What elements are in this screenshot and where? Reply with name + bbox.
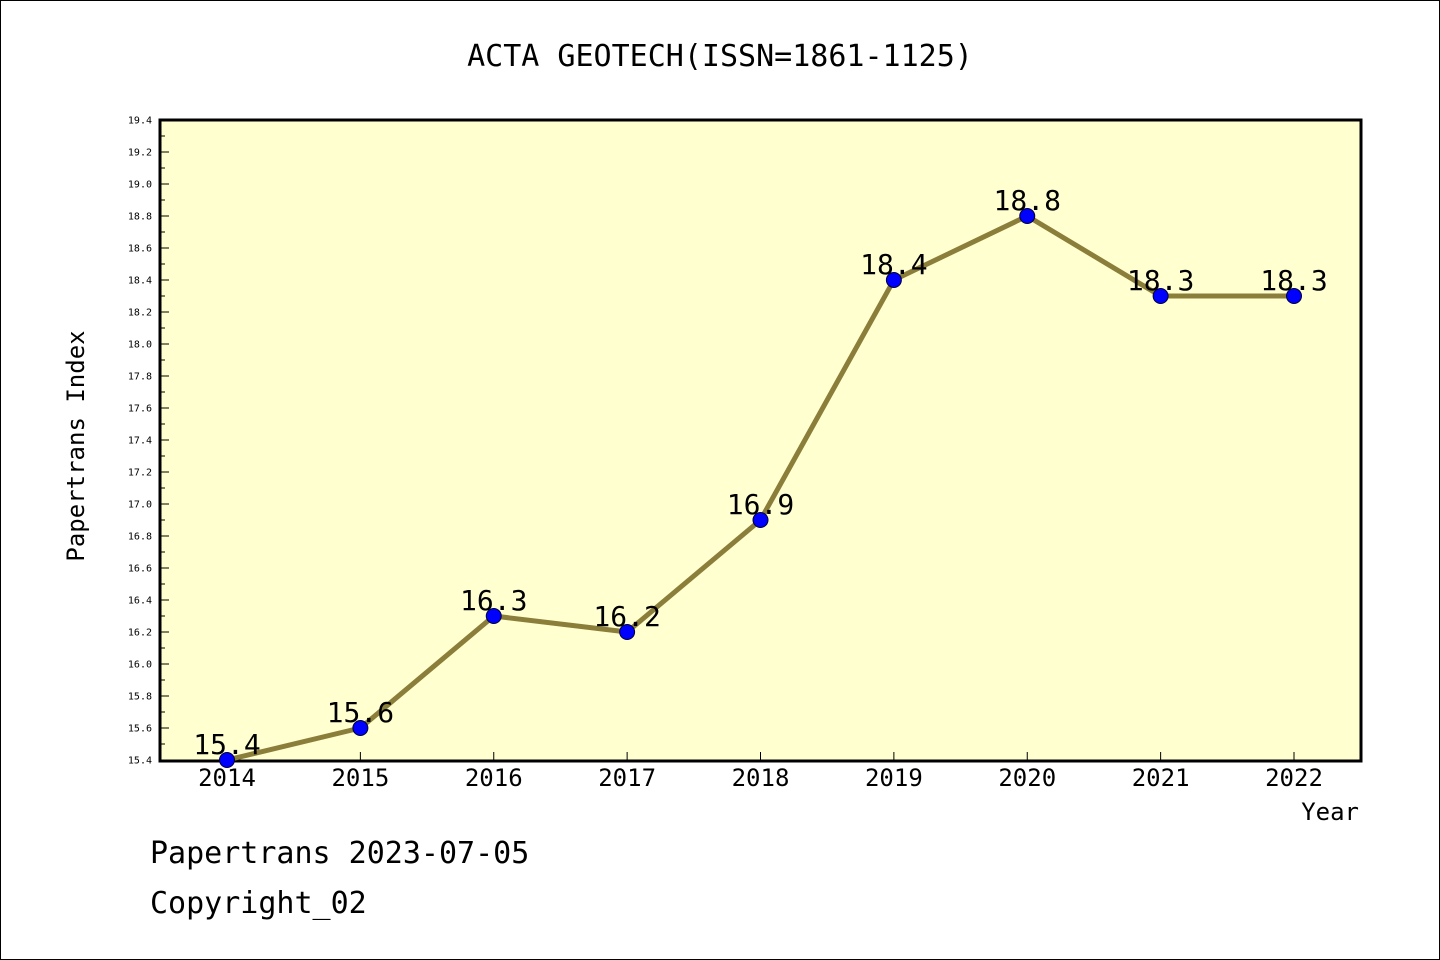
data-point xyxy=(219,752,235,768)
footer-copyright: Copyright_02 xyxy=(150,886,367,921)
y-tick-label: 17.8 xyxy=(128,372,152,383)
x-tick-label: 2014 xyxy=(198,764,256,792)
x-tick-label: 2018 xyxy=(732,764,790,792)
data-point xyxy=(352,720,369,736)
x-tick-label: 2017 xyxy=(598,764,656,792)
data-point xyxy=(619,624,636,640)
y-tick-label: 18.2 xyxy=(128,308,152,319)
x-tick-label: 2015 xyxy=(331,764,389,792)
data-label: 18.4 xyxy=(860,248,927,281)
y-tick-label: 15.4 xyxy=(128,756,152,767)
x-tick-label: 2020 xyxy=(998,764,1056,792)
x-tick-label: 2021 xyxy=(1132,764,1190,792)
data-point xyxy=(485,608,502,624)
data-label: 15.4 xyxy=(193,728,260,761)
y-axis-label: Papertrans Index xyxy=(62,330,90,561)
data-label: 16.2 xyxy=(593,600,660,633)
data-point xyxy=(752,512,769,528)
y-tick-label: 18.6 xyxy=(128,244,152,255)
data-label: 16.9 xyxy=(727,488,794,521)
data-label: 15.6 xyxy=(327,696,394,729)
chart-title: ACTA GEOTECH(ISSN=1861-1125) xyxy=(467,39,973,74)
y-tick-label: 15.6 xyxy=(128,724,152,735)
y-tick-label: 16.2 xyxy=(128,628,152,639)
data-point xyxy=(1152,288,1169,304)
y-tick-label: 17.4 xyxy=(128,436,152,447)
data-label: 18.8 xyxy=(994,184,1061,217)
y-tick-label: 16.8 xyxy=(128,532,152,543)
y-axis: 15.4 15.6 15.8 16.0 16.2 16.4 16.6 16.8 17.0 17.2… xyxy=(128,116,169,767)
x-tick-label: 2019 xyxy=(865,764,923,792)
data-label: 16.3 xyxy=(460,584,527,617)
plot-area xyxy=(158,118,1363,763)
y-tick-label: 19.0 xyxy=(128,180,152,191)
data-label: 18.3 xyxy=(1127,264,1194,297)
x-tick-label: 2016 xyxy=(465,764,523,792)
x-tick-label: 2022 xyxy=(1265,764,1323,792)
y-tick-label: 17.2 xyxy=(128,468,152,479)
y-tick-label: 17.6 xyxy=(128,404,152,415)
y-tick-label: 19.4 xyxy=(128,116,152,127)
y-tick-label: 16.4 xyxy=(128,596,152,607)
data-point xyxy=(885,272,902,288)
y-tick-label: 16.6 xyxy=(128,564,152,575)
x-axis: 2014 2015 2016 2017 2018 2019 2020 2021 2022 xyxy=(198,752,1323,792)
y-tick-label: 16.0 xyxy=(128,660,152,671)
y-tick-label: 15.8 xyxy=(128,692,152,703)
footer-date: Papertrans 2023-07-05 xyxy=(150,836,530,871)
series-group: 15.4 15.6 16.3 16.2 16.9 18.4 18.8 18.3 18.3 xyxy=(193,184,1328,768)
y-tick-label: 18.0 xyxy=(128,340,152,351)
data-point xyxy=(1286,288,1302,304)
x-axis-label: Year xyxy=(1301,798,1359,826)
y-tick-label: 17.0 xyxy=(128,500,152,511)
data-label: 18.3 xyxy=(1260,264,1327,297)
y-tick-label: 19.2 xyxy=(128,148,152,159)
y-tick-label: 18.8 xyxy=(128,212,152,223)
data-point xyxy=(1019,208,1036,224)
y-tick-label: 18.4 xyxy=(128,276,152,287)
